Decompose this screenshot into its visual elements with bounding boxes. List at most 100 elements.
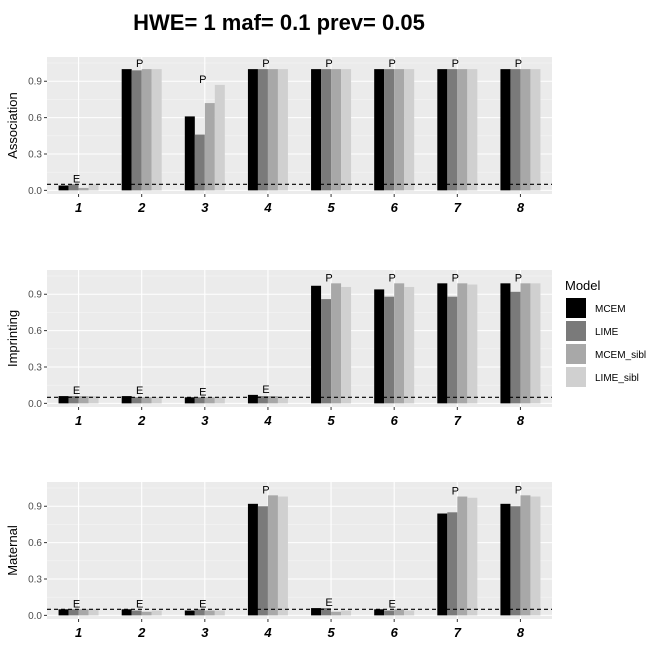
x-tick-label: 6 <box>391 200 399 215</box>
bar-lime <box>321 299 332 404</box>
bar-annotation: P <box>262 484 269 496</box>
bar-annotation: P <box>515 272 522 284</box>
bar-lime-sibl <box>88 184 99 191</box>
bar-mcem <box>374 609 385 616</box>
y-tick-label: 0.6 <box>28 326 42 337</box>
bar-annotation: P <box>452 58 459 70</box>
y-axis-label: Association <box>5 92 20 158</box>
bar-annotation: E <box>199 598 206 610</box>
bar-lime-sibl <box>214 610 225 616</box>
bar-lime-sibl <box>151 610 162 616</box>
bar-annotation: P <box>389 58 396 70</box>
y-tick-label: 0.0 <box>28 399 42 410</box>
bar-lime <box>510 291 521 404</box>
legend-swatch <box>566 344 586 364</box>
bar-mcem-sibl <box>141 397 152 404</box>
bar-mcem <box>58 396 69 404</box>
bar-mcem <box>374 69 385 191</box>
bar-mcem-sibl <box>394 283 405 404</box>
bar-mcem <box>311 69 322 191</box>
bar-annotation: P <box>452 486 459 498</box>
y-axis-label: Imprinting <box>5 310 20 367</box>
bar-mcem <box>311 285 322 404</box>
bar-mcem <box>184 397 195 404</box>
bar-mcem-sibl <box>457 283 468 404</box>
bar-lime <box>257 396 268 404</box>
bar-mcem <box>184 116 195 191</box>
bar-mcem <box>437 283 448 404</box>
bar-mcem-sibl <box>267 69 278 191</box>
bar-mcem <box>184 610 195 616</box>
bar-lime <box>68 396 79 404</box>
x-tick-label: 8 <box>517 200 525 215</box>
x-tick-label: 7 <box>454 413 462 428</box>
x-tick-label: 1 <box>75 413 82 428</box>
bar-mcem-sibl <box>204 103 215 191</box>
bar-lime <box>257 69 268 191</box>
x-tick-label: 8 <box>517 413 525 428</box>
bar-lime-sibl <box>341 69 352 191</box>
x-tick-label: 4 <box>263 200 272 215</box>
bar-lime-sibl <box>214 397 225 404</box>
bar-lime-sibl <box>151 69 162 191</box>
bar-annotation: E <box>325 597 332 609</box>
bar-annotation: E <box>136 385 143 397</box>
bar-mcem <box>121 69 132 191</box>
x-tick-label: 2 <box>137 413 146 428</box>
bar-annotation: P <box>452 272 459 284</box>
y-tick-label: 0.9 <box>28 77 42 88</box>
bar-annotation: P <box>262 58 269 70</box>
x-tick-label: 3 <box>201 625 209 640</box>
chart-title: HWE= 1 maf= 0.1 prev= 0.05 <box>133 10 425 35</box>
bar-lime-sibl <box>341 610 352 616</box>
x-tick-label: 6 <box>391 625 399 640</box>
legend-label: LIME <box>595 327 619 338</box>
y-tick-label: 0.0 <box>28 186 42 197</box>
bar-mcem <box>311 608 322 616</box>
bar-lime <box>384 610 395 616</box>
bar-lime <box>447 512 458 616</box>
bar-mcem-sibl <box>141 611 152 616</box>
bar-lime <box>131 610 142 616</box>
bar-mcem <box>374 289 385 404</box>
y-tick-label: 0.0 <box>28 611 42 622</box>
bar-mcem-sibl <box>204 610 215 616</box>
bar-annotation: P <box>389 272 396 284</box>
bar-lime <box>68 184 79 191</box>
x-tick-label: 3 <box>201 413 209 428</box>
bar-lime-sibl <box>214 84 225 191</box>
bar-annotation: E <box>73 385 80 397</box>
bar-mcem <box>500 69 511 191</box>
x-tick-label: 1 <box>75 200 82 215</box>
bar-mcem-sibl <box>520 283 531 404</box>
bar-lime <box>131 397 142 404</box>
legend-title: Model <box>565 278 601 293</box>
y-tick-label: 0.3 <box>28 362 42 373</box>
bar-mcem <box>500 283 511 404</box>
bar-lime-sibl <box>467 284 478 404</box>
x-tick-label: 2 <box>137 625 146 640</box>
y-tick-label: 0.9 <box>28 290 42 301</box>
x-tick-label: 2 <box>137 200 146 215</box>
x-tick-label: 6 <box>391 413 399 428</box>
bar-lime <box>447 296 458 404</box>
bar-lime <box>257 506 268 616</box>
bar-mcem-sibl <box>457 69 468 191</box>
bar-mcem-sibl <box>394 69 405 191</box>
bar-mcem-sibl <box>141 69 152 191</box>
bar-mcem-sibl <box>78 396 89 404</box>
bar-lime-sibl <box>467 69 478 191</box>
bar-mcem <box>500 503 511 616</box>
y-axis-label: Maternal <box>5 525 20 576</box>
bar-mcem <box>121 396 132 404</box>
bar-lime <box>194 609 205 616</box>
bar-mcem-sibl <box>78 609 89 616</box>
x-tick-label: 1 <box>75 625 82 640</box>
bar-lime <box>321 608 332 616</box>
bar-lime-sibl <box>404 286 415 404</box>
bar-lime <box>131 70 142 191</box>
legend-swatch <box>566 321 586 341</box>
bar-lime <box>510 506 521 616</box>
